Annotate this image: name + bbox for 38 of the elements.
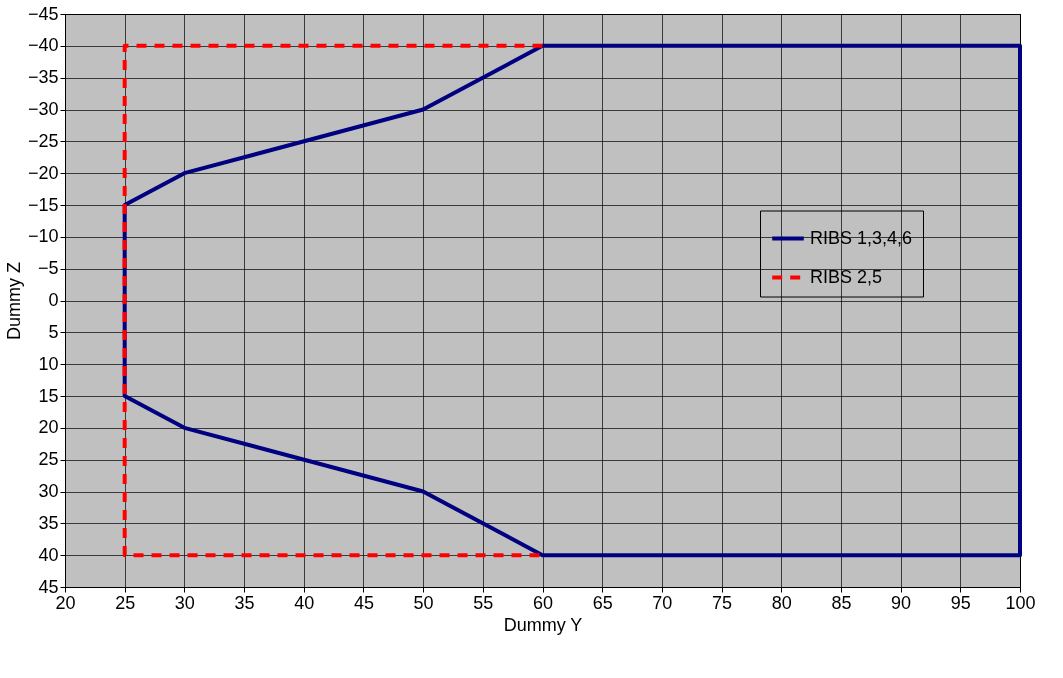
y-tick-label: 0 [48,290,59,310]
x-tick-label: 65 [592,592,613,613]
y-tick-label: −30 [27,99,59,119]
y-tick-label: −25 [27,130,59,151]
y-tick-label: 40 [38,544,59,565]
y-tick-label: 25 [38,449,59,470]
y-axis-title: Dummy Z [3,262,24,340]
y-tick-label: −45 [27,3,59,24]
x-tick-label: 30 [174,592,195,613]
y-tick-label: 15 [38,385,59,406]
x-tick-label: 45 [353,592,374,613]
y-tick-label: 35 [38,512,59,533]
y-tick-label: −15 [27,194,59,215]
y-tick-label: 5 [48,321,59,342]
x-tick-label: 95 [950,592,971,613]
y-tick-label: 45 [38,576,59,597]
x-tick-label: 40 [294,592,315,613]
x-tick-label: 35 [234,592,255,613]
y-tick-label: −5 [37,258,59,279]
y-tick-label: −40 [27,35,59,56]
x-tick-label: 55 [473,592,494,613]
x-tick-label: 50 [413,592,434,613]
x-tick-label: 25 [115,592,136,613]
y-tick-label: −20 [27,162,59,183]
y-tick-label: −10 [27,226,59,247]
y-tick-label: −35 [27,67,59,88]
y-tick-label: 10 [38,353,59,374]
x-tick-label: 75 [712,592,733,613]
line-series [122,43,1022,558]
x-tick-label: 90 [891,592,912,613]
y-tick-label: 30 [38,481,59,501]
x-tick-label: 100 [1005,592,1036,613]
x-tick-label: 60 [532,592,554,613]
x-tick-label: 70 [652,592,673,613]
x-tick-label: 85 [831,592,852,613]
x-tick-label: 80 [771,592,792,613]
y-tick-label: 20 [38,417,59,438]
x-axis-title: Dummy Y [503,614,583,635]
